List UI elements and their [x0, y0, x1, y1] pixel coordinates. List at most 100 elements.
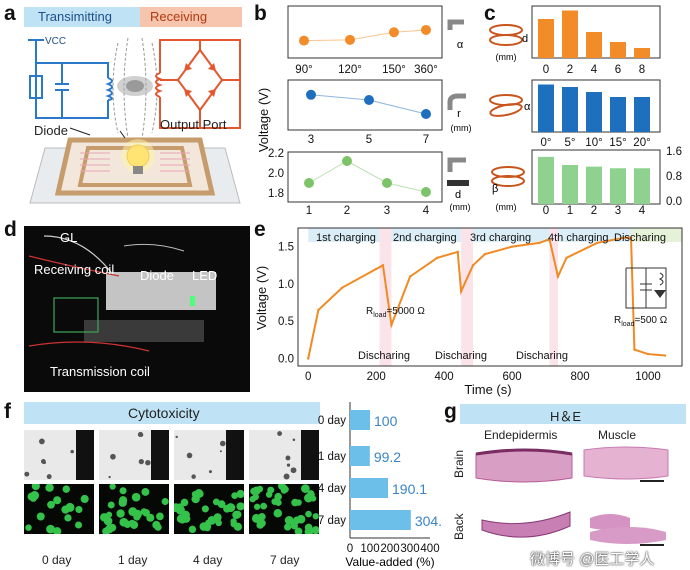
f-row-label: 0 day	[318, 415, 346, 427]
b-sub2-series	[306, 89, 431, 119]
e-curve-point	[381, 264, 385, 267]
c-right-ytick: 0.0	[666, 196, 682, 208]
b-sub1-frame	[287, 5, 443, 59]
c-sub3-bar	[634, 168, 650, 204]
b-sub2-point	[364, 95, 374, 105]
b-sub3-point	[421, 187, 431, 197]
b-sub2-xtick: 3	[308, 134, 314, 146]
svg-text:Rload=5000 Ω: Rload=5000 Ω	[366, 306, 425, 319]
e-curve-point	[548, 237, 551, 241]
b-sub3-ytick: 2.2	[268, 148, 284, 160]
f-xlabel: Value-added (%)	[345, 555, 434, 569]
c-sub1-bar	[562, 10, 578, 58]
photo-label-gl: GL	[60, 230, 78, 245]
b-sub3-frame	[287, 151, 443, 203]
c-sub2-bar	[562, 87, 578, 132]
f-row-label: 1 day	[318, 451, 346, 463]
b-sub1-xtick: 360°	[414, 64, 438, 76]
c-sub3-bars	[538, 156, 650, 204]
e-curve-point	[317, 308, 320, 312]
diode-label: Diode	[34, 123, 68, 138]
panel-b-label: b	[254, 2, 267, 25]
e-curve-point	[459, 290, 463, 293]
e-frame	[297, 227, 683, 367]
cytotoxicity-title: Cytotoxicity	[128, 405, 200, 421]
c-sub2-bar	[538, 84, 554, 132]
svg-text:d: d	[455, 189, 461, 201]
c-sub2-bar	[634, 97, 650, 132]
tx-title: Transimitting	[38, 9, 112, 24]
e-phase-band	[308, 228, 380, 242]
c-sub2-bars	[538, 84, 650, 132]
he-stain-images	[475, 446, 669, 546]
b-sub3-xtick: 1	[306, 205, 312, 215]
e-curve-point	[663, 354, 667, 357]
phase-contrast-image	[24, 430, 94, 480]
b-sub1-xtick: 120°	[338, 64, 362, 76]
f-bar	[350, 410, 370, 430]
he-bar	[460, 404, 686, 424]
f-bar-value: 304.2	[415, 513, 443, 529]
e-phase-3: 3rd charging	[470, 232, 531, 244]
e-curve-point	[390, 323, 393, 327]
e-phase-band	[473, 228, 550, 242]
c-sub1-xtick: 2	[567, 64, 573, 76]
b-sub3-xtick: 2	[344, 205, 350, 215]
e-xtick: 200	[367, 371, 386, 383]
b-sub2-point	[306, 89, 316, 100]
coil-alpha-icon: α	[489, 94, 531, 117]
b-sub2-xtick: 5	[366, 134, 372, 146]
photo-label-receiving-coil: Receiving coil	[34, 262, 115, 277]
svg-text:α: α	[524, 101, 531, 113]
e-xtick: 1000	[635, 371, 661, 383]
c-sub3-xtick: 3	[615, 205, 621, 215]
f-day-label: 0 day	[42, 553, 72, 567]
c-sub1-xtick: 0	[543, 64, 549, 76]
f-bar-value: 99.2	[374, 449, 401, 465]
e-discharge-band	[549, 228, 558, 366]
e-discharge-band	[379, 228, 392, 366]
f-xtick: 200	[380, 543, 399, 555]
panel-d-label: d	[4, 218, 17, 241]
e-discharge-1: Discharing	[358, 350, 410, 362]
fluorescence-image	[99, 483, 169, 536]
photo-label-diode: Diode	[140, 268, 174, 283]
f-bar-value: 100	[374, 413, 398, 429]
f-bar	[350, 446, 370, 466]
device-photo	[24, 226, 250, 392]
f-xtick: 0	[347, 543, 353, 555]
panel-f-label: f	[4, 400, 11, 423]
e-curve-point	[633, 348, 636, 351]
c-sub1-bar	[538, 19, 554, 58]
rx-title-bar	[140, 7, 242, 27]
angle-icon: α	[447, 19, 464, 51]
svg-text:(mm): (mm)	[496, 202, 517, 212]
c-sub3-xtick: 2	[591, 205, 597, 215]
rx-title: Receiving	[150, 9, 208, 24]
svg-text:(mm): (mm)	[496, 52, 517, 62]
e-curve-point	[595, 241, 599, 245]
b-sub3-ytick: 1.8	[268, 188, 284, 200]
c-sub1-xtick: 6	[615, 64, 621, 76]
c-sub2-xtick: 10°	[585, 137, 602, 149]
f-xtick: 400	[420, 543, 439, 555]
b-sub3-point	[342, 156, 352, 166]
c-sub1-bar	[610, 42, 626, 58]
e-curve-point	[483, 252, 487, 256]
e-ylabel: Voltage (V)	[254, 266, 269, 330]
b-sub1-point	[345, 34, 355, 45]
b-sub1-point	[389, 27, 399, 38]
e-phase-band	[631, 228, 682, 242]
svg-text:β: β	[492, 183, 498, 195]
b-sub1-xtick: 90°	[295, 64, 312, 76]
e-curve-point	[408, 275, 412, 278]
e-curve-point	[565, 256, 568, 260]
f-xtick: 100	[360, 543, 379, 555]
f-bar-value: 190.1	[392, 481, 427, 497]
fluorescence-image	[171, 484, 246, 534]
panel-c-label: c	[484, 2, 496, 25]
e-curve-point	[538, 241, 541, 245]
svg-text:(mm): (mm)	[450, 202, 471, 212]
panel-a-label: a	[4, 2, 16, 25]
e-curve-point	[340, 286, 344, 289]
